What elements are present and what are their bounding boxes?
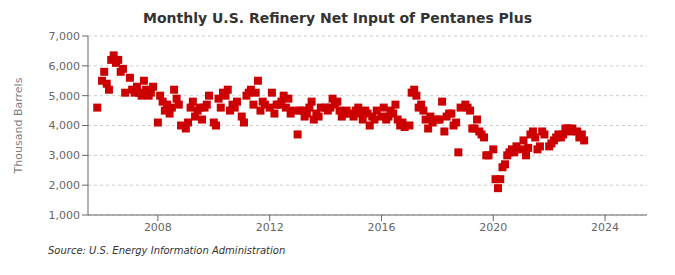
html-text:Monthly U.S. Refinery Net Inpu: Monthly U.S. Refinery Net Input of Penta… bbox=[143, 10, 532, 26]
svg-text:2008: 2008 bbox=[144, 221, 172, 234]
svg-text:2016: 2016 bbox=[367, 221, 395, 234]
svg-text:1,000: 1,000 bbox=[49, 209, 81, 222]
svg-text:2020: 2020 bbox=[479, 221, 507, 234]
svg-text:6,000: 6,000 bbox=[49, 60, 81, 73]
svg-text:2,000: 2,000 bbox=[49, 179, 81, 192]
html-text:Source: U.S. Energy Informatio: Source: U.S. Energy Information Administ… bbox=[48, 245, 286, 256]
svg-text:2012: 2012 bbox=[256, 221, 284, 234]
svg-text:Thousand Barrels: Thousand Barrels bbox=[12, 77, 25, 174]
svg-text:7,000: 7,000 bbox=[49, 30, 81, 43]
svg-text:5,000: 5,000 bbox=[49, 90, 81, 103]
svg-text:4,000: 4,000 bbox=[49, 119, 81, 132]
svg-text:2024: 2024 bbox=[591, 221, 619, 234]
svg-text:3,000: 3,000 bbox=[49, 149, 81, 162]
